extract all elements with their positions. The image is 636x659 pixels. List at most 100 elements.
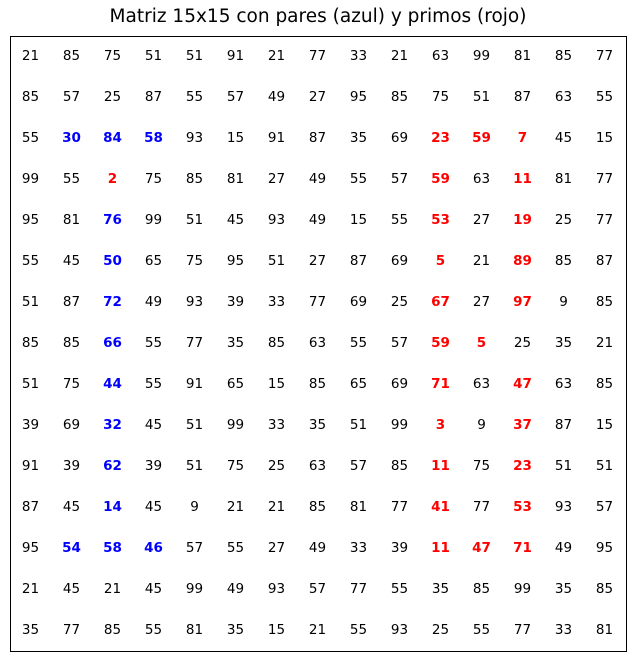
matrix-cell-r11-c0: 87	[21, 499, 40, 515]
matrix-cell-r4-c7: 49	[308, 212, 327, 228]
matrix-cell-r1-c5: 57	[226, 89, 245, 105]
matrix-cell-r1-c7: 27	[308, 89, 327, 105]
matrix-cell-r3-c7: 49	[308, 171, 327, 187]
matrix-cell-r3-c14: 77	[595, 171, 614, 187]
matrix-cell-r5-c14: 87	[595, 253, 614, 269]
matrix-cell-r3-c6: 27	[267, 171, 286, 187]
matrix-cell-r12-c13: 49	[554, 540, 573, 556]
matrix-cell-r8-c14: 85	[595, 376, 614, 392]
matrix-cell-r14-c2: 85	[103, 622, 122, 638]
matrix-cell-r2-c4: 93	[185, 130, 204, 146]
matrix-cell-r13-c0: 21	[21, 581, 40, 597]
matrix-cell-r2-c10: 23	[431, 130, 450, 146]
matrix-cell-r0-c2: 75	[103, 48, 122, 64]
matrix-cell-r6-c6: 33	[267, 294, 286, 310]
matrix-cell-r4-c14: 77	[595, 212, 614, 228]
matrix-cell-r12-c8: 33	[349, 540, 368, 556]
matrix-cell-r0-c5: 91	[226, 48, 245, 64]
matrix-cell-r1-c11: 51	[472, 89, 491, 105]
matrix-cell-r8-c11: 63	[472, 376, 491, 392]
matrix-cell-r4-c4: 51	[185, 212, 204, 228]
matrix-cell-r5-c11: 21	[472, 253, 491, 269]
matrix-cell-r7-c7: 63	[308, 335, 327, 351]
matrix-cell-r1-c3: 87	[144, 89, 163, 105]
matrix-cell-r0-c4: 51	[185, 48, 204, 64]
matrix-cell-r10-c8: 57	[349, 458, 368, 474]
matrix-cell-r3-c1: 55	[62, 171, 81, 187]
matrix-cell-r10-c9: 85	[390, 458, 409, 474]
matrix-cell-r5-c6: 51	[267, 253, 286, 269]
matrix-cell-r3-c3: 75	[144, 171, 163, 187]
matrix-cell-r9-c12: 37	[513, 417, 532, 433]
matrix-cell-r8-c9: 69	[390, 376, 409, 392]
matrix-cell-r0-c7: 77	[308, 48, 327, 64]
matrix-cell-r13-c10: 35	[431, 581, 450, 597]
matrix-cell-r12-c4: 57	[185, 540, 204, 556]
matrix-cell-r9-c13: 87	[554, 417, 573, 433]
matrix-cell-r0-c10: 63	[431, 48, 450, 64]
matrix-cell-r10-c0: 91	[21, 458, 40, 474]
matrix-cell-r13-c7: 57	[308, 581, 327, 597]
matrix-cell-r7-c2: 66	[103, 335, 122, 351]
matrix-cell-r10-c10: 11	[431, 458, 450, 474]
matrix-cell-r7-c4: 77	[185, 335, 204, 351]
matrix-cell-r8-c10: 71	[431, 376, 450, 392]
matrix-cell-r2-c3: 58	[144, 130, 163, 146]
matrix-cell-r13-c1: 45	[62, 581, 81, 597]
matrix-cell-r7-c12: 25	[513, 335, 532, 351]
matrix-cell-r11-c14: 57	[595, 499, 614, 515]
matrix-cell-r14-c8: 55	[349, 622, 368, 638]
matrix-cell-r8-c1: 75	[62, 376, 81, 392]
matrix-cell-r8-c0: 51	[21, 376, 40, 392]
matrix-cell-r0-c11: 99	[472, 48, 491, 64]
matrix-cell-r3-c10: 59	[431, 171, 450, 187]
matrix-cell-r4-c6: 93	[267, 212, 286, 228]
matrix-cell-r2-c7: 87	[308, 130, 327, 146]
matrix-cell-r1-c12: 87	[513, 89, 532, 105]
matrix-cell-r5-c10: 5	[435, 253, 446, 269]
matrix-cell-r9-c5: 99	[226, 417, 245, 433]
matrix-cell-r4-c3: 99	[144, 212, 163, 228]
matrix-cell-r14-c6: 15	[267, 622, 286, 638]
matrix-cell-r12-c12: 71	[513, 540, 532, 556]
matrix-cell-r1-c9: 85	[390, 89, 409, 105]
matrix-cell-r9-c3: 45	[144, 417, 163, 433]
matrix-cell-r12-c7: 49	[308, 540, 327, 556]
matrix-cell-r1-c6: 49	[267, 89, 286, 105]
matrix-cell-r10-c7: 63	[308, 458, 327, 474]
matrix-cell-r2-c6: 91	[267, 130, 286, 146]
matrix-cell-r14-c5: 35	[226, 622, 245, 638]
matrix-cell-r2-c8: 35	[349, 130, 368, 146]
matrix-cell-r5-c8: 87	[349, 253, 368, 269]
matrix-cell-r8-c7: 85	[308, 376, 327, 392]
matrix-cell-r12-c0: 95	[21, 540, 40, 556]
matrix-cell-r3-c13: 81	[554, 171, 573, 187]
matrix-cell-r7-c6: 85	[267, 335, 286, 351]
matrix-cell-r0-c8: 33	[349, 48, 368, 64]
matrix-cell-r12-c6: 27	[267, 540, 286, 556]
matrix-cell-r12-c2: 58	[103, 540, 122, 556]
matrix-cell-r10-c3: 39	[144, 458, 163, 474]
matrix-cell-r13-c4: 99	[185, 581, 204, 597]
matrix-cell-r6-c12: 97	[513, 294, 532, 310]
matrix-cell-r12-c11: 47	[472, 540, 491, 556]
matrix-cell-r6-c14: 85	[595, 294, 614, 310]
matrix-cell-r13-c12: 99	[513, 581, 532, 597]
matrix-cell-r2-c1: 30	[62, 130, 81, 146]
matrix-cell-r11-c8: 81	[349, 499, 368, 515]
matrix-cell-r1-c8: 95	[349, 89, 368, 105]
matrix-cell-r8-c3: 55	[144, 376, 163, 392]
matrix-cell-r14-c4: 81	[185, 622, 204, 638]
matrix-cell-r14-c14: 81	[595, 622, 614, 638]
matrix-cell-r6-c8: 69	[349, 294, 368, 310]
matrix-cell-r6-c0: 51	[21, 294, 40, 310]
matrix-cell-r5-c12: 89	[513, 253, 532, 269]
matrix-cell-r1-c2: 25	[103, 89, 122, 105]
matrix-cell-r3-c5: 81	[226, 171, 245, 187]
matrix-cell-r3-c4: 85	[185, 171, 204, 187]
matrix-cell-r2-c11: 59	[472, 130, 491, 146]
matrix-cell-r2-c5: 15	[226, 130, 245, 146]
matrix-cell-r9-c2: 32	[103, 417, 122, 433]
matrix-cell-r11-c1: 45	[62, 499, 81, 515]
matrix-cell-r8-c2: 44	[103, 376, 122, 392]
